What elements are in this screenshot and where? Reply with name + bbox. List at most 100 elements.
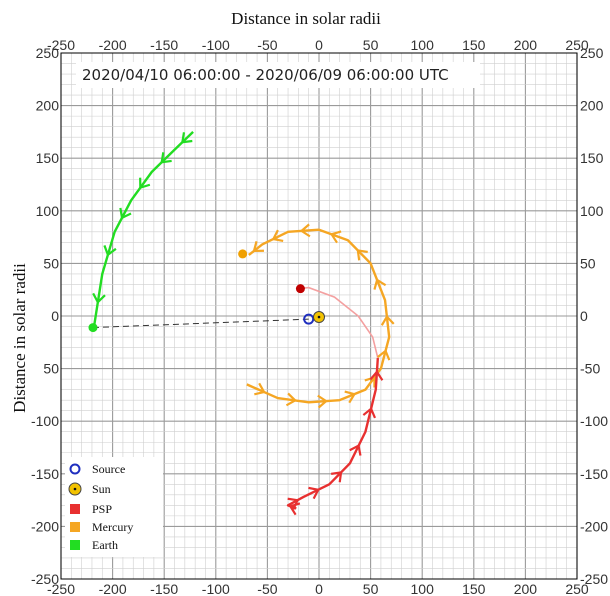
psp-direction-arrow bbox=[369, 370, 384, 381]
mercury-direction-arrow bbox=[299, 223, 311, 238]
y-tick-label-left: -200 bbox=[31, 518, 59, 534]
x-tick-label-top: -200 bbox=[99, 37, 127, 53]
x-tick-label-bottom: -250 bbox=[47, 581, 75, 596]
plot-frame bbox=[60, 52, 578, 580]
earth-direction-arrow bbox=[139, 177, 151, 190]
x-tick-label-top: 100 bbox=[411, 37, 435, 53]
mercury-trajectory bbox=[246, 228, 391, 404]
x-tick-label-top: 250 bbox=[565, 37, 589, 53]
earth-direction-arrow bbox=[92, 292, 106, 305]
x-tick-label-top: -150 bbox=[150, 37, 178, 53]
mercury-direction-arrow bbox=[356, 249, 368, 261]
legend-label-source: Source bbox=[92, 462, 125, 476]
earth-direction-arrow bbox=[160, 152, 172, 164]
legend-source-symbol bbox=[69, 463, 81, 475]
earth-trajectory bbox=[92, 131, 194, 327]
legend-psp-symbol bbox=[70, 504, 80, 514]
legend-label-sun: Sun bbox=[92, 482, 111, 496]
y-tick-label-left: 250 bbox=[36, 45, 60, 61]
y-tick-label-right: 250 bbox=[580, 45, 604, 61]
y-tick-label-left: 150 bbox=[36, 150, 60, 166]
legend-box bbox=[65, 457, 163, 557]
legend-label-earth: Earth bbox=[92, 538, 118, 552]
earth-direction-arrow bbox=[119, 207, 132, 220]
y-tick-label-left: 0 bbox=[51, 308, 59, 324]
mercury-marker bbox=[238, 249, 248, 259]
psp-direction-arrow bbox=[362, 406, 377, 419]
y-tick-label-right: 50 bbox=[580, 255, 596, 271]
psp-marker bbox=[295, 284, 305, 294]
tick-labels: -250-250-200-200-150-150-100-100-50-5000… bbox=[31, 37, 608, 596]
x-tick-label-bottom: -50 bbox=[257, 581, 277, 596]
y-tick-label-right: 100 bbox=[580, 203, 604, 219]
mercury-direction-arrow bbox=[344, 390, 357, 404]
y-tick-label-right: -100 bbox=[580, 413, 608, 429]
mercury-direction-arrow bbox=[377, 349, 391, 361]
y-tick-label-left: -150 bbox=[31, 466, 59, 482]
x-tick-label-top: -50 bbox=[257, 37, 277, 53]
mercury-direction-arrow bbox=[285, 392, 297, 407]
earth-source-link bbox=[92, 318, 309, 329]
legend-earth-symbol bbox=[70, 540, 80, 550]
x-tick-label-top: 200 bbox=[514, 37, 538, 53]
legend-sun-symbol-dot bbox=[73, 487, 77, 491]
legend-mercury-symbol bbox=[70, 522, 80, 532]
mercury-direction-arrow bbox=[271, 229, 284, 242]
mercury-direction-arrow bbox=[380, 314, 395, 326]
x-tick-label-top: -100 bbox=[202, 37, 230, 53]
mercury-direction-arrow bbox=[329, 230, 342, 244]
y-tick-label-right: 0 bbox=[580, 308, 588, 324]
x-tick-label-bottom: -100 bbox=[202, 581, 230, 596]
date-label-bg bbox=[76, 62, 480, 88]
x-tick-label-bottom: 0 bbox=[315, 581, 323, 596]
y-tick-label-right: 150 bbox=[580, 150, 604, 166]
x-tick-label-bottom: 250 bbox=[565, 581, 589, 596]
mercury-direction-arrow bbox=[364, 376, 376, 388]
earth-marker bbox=[88, 323, 98, 333]
mercury-direction-arrow bbox=[252, 241, 264, 253]
y-tick-label-right: -250 bbox=[580, 571, 608, 587]
psp-direction-arrow bbox=[349, 444, 362, 456]
legend-label-mercury: Mercury bbox=[92, 520, 133, 534]
x-tick-label-bottom: 200 bbox=[514, 581, 538, 596]
y-tick-label-left: -250 bbox=[31, 571, 59, 587]
markers-layer bbox=[88, 249, 325, 333]
psp-direction-arrow bbox=[330, 471, 343, 483]
series-layer bbox=[92, 131, 395, 516]
x-tick-label-bottom: 150 bbox=[462, 581, 486, 596]
mercury-direction-arrow bbox=[317, 394, 328, 409]
mercury-direction-arrow bbox=[254, 382, 266, 396]
y-tick-label-left: 50 bbox=[43, 361, 59, 377]
x-axis-title-top: Distance in solar radii bbox=[231, 9, 381, 28]
y-tick-label-left: -100 bbox=[31, 413, 59, 429]
y-axis-title: Distance in solar radii bbox=[10, 263, 29, 413]
psp-trail bbox=[298, 286, 379, 359]
x-tick-label-bottom: -200 bbox=[99, 581, 127, 596]
earth-direction-arrow bbox=[103, 245, 117, 257]
y-tick-label-left: 100 bbox=[36, 203, 60, 219]
y-tick-label-right: -50 bbox=[580, 361, 600, 377]
source-marker bbox=[303, 313, 315, 325]
y-tick-label-right: -150 bbox=[580, 466, 608, 482]
psp-direction-arrow bbox=[287, 497, 300, 510]
y-tick-label-left: 200 bbox=[36, 98, 60, 114]
psp-trajectory bbox=[286, 358, 380, 510]
legend: Source Sun PSP Mercury Earth bbox=[65, 457, 163, 557]
date-range-label: 2020/04/10 06:00:00 - 2020/06/09 06:00:0… bbox=[82, 66, 449, 84]
sun-marker-dot bbox=[317, 315, 321, 319]
legend-label-psp: PSP bbox=[92, 502, 112, 516]
psp-direction-arrow bbox=[308, 486, 320, 500]
x-tick-label-top: 0 bbox=[315, 37, 323, 53]
y-tick-label-right: -200 bbox=[580, 518, 608, 534]
earth-direction-arrow bbox=[181, 132, 193, 144]
x-tick-label-top: 150 bbox=[462, 37, 486, 53]
x-tick-label-bottom: 100 bbox=[411, 581, 435, 596]
x-tick-label-top: -250 bbox=[47, 37, 75, 53]
x-tick-label-top: 50 bbox=[363, 37, 379, 53]
y-tick-label-left: 50 bbox=[43, 255, 59, 271]
x-tick-label-bottom: 50 bbox=[363, 581, 379, 596]
mercury-direction-arrow bbox=[373, 278, 387, 290]
y-tick-label-right: 200 bbox=[580, 98, 604, 114]
x-tick-label-bottom: -150 bbox=[150, 581, 178, 596]
